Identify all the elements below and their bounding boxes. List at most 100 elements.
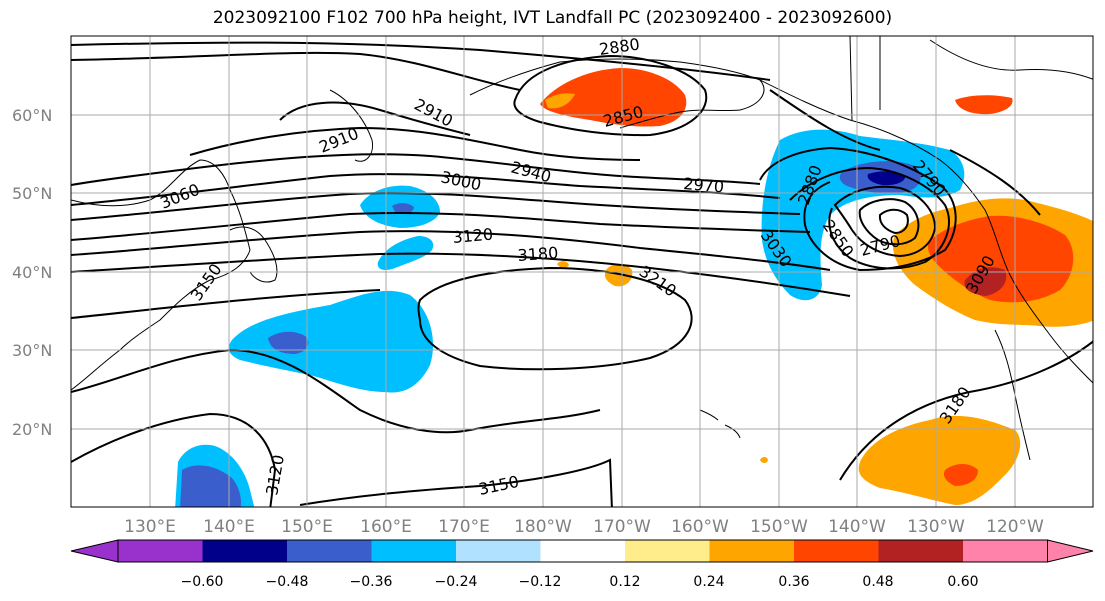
colorbar-tick-label: 0.36: [778, 574, 809, 590]
map-frame: [70, 35, 1094, 508]
colorbar-cell: [878, 540, 963, 562]
colorbar-cell: [371, 540, 456, 562]
contour-line: [789, 166, 950, 270]
contour-line: [769, 89, 881, 151]
lat-labels: 60°N 50°N 40°N 30°N 20°N: [12, 106, 52, 439]
colorbar-cell: [794, 540, 879, 562]
colorbar-tick-label: 0.24: [693, 574, 724, 590]
contour-line: [279, 101, 471, 136]
colorbar-cell: [709, 540, 794, 562]
contour-label: 2970: [683, 174, 725, 196]
contour-line: [417, 266, 693, 371]
lat-label: 40°N: [12, 263, 52, 282]
colorbar-cell: [287, 540, 372, 562]
colorbar-cell: [456, 540, 541, 562]
colorbar-tick-label: 0.60: [947, 574, 978, 590]
pos-region-bering-orange: [545, 93, 575, 109]
contour-line: [71, 412, 277, 507]
lon-label: 120°W: [986, 517, 1044, 537]
colorbar-tick-label: 0.12: [609, 574, 640, 590]
colorbar-tick-label: −0.60: [181, 574, 224, 590]
pos-region-mexico: [858, 415, 1021, 505]
coastline-north-america: [759, 79, 1093, 384]
contour-layer: [71, 41, 1093, 507]
contour-label: 3120: [452, 225, 494, 247]
contour-line: [71, 211, 811, 241]
lon-label: 130°E: [124, 517, 176, 537]
contour-line: [189, 126, 641, 161]
contour-label: 3210: [636, 262, 680, 301]
contour-label: 3150: [477, 472, 521, 499]
contour-line: [858, 198, 920, 246]
lon-label: 180°W: [514, 517, 572, 537]
pos-region-west-us-dark: [964, 267, 1007, 296]
coastline-layer: [71, 36, 1093, 461]
lon-label: 160°E: [360, 517, 412, 537]
lon-label: 170°W: [593, 517, 651, 537]
contour-line: [949, 149, 1041, 216]
neg-region-west-pacific-core: [268, 331, 309, 354]
colorbar-cell: [118, 540, 203, 562]
pos-region-mexico-core: [944, 464, 978, 486]
shading-layer: [175, 68, 1093, 507]
contour-label: 3180: [517, 243, 559, 265]
colorbar-tick-label: −0.12: [519, 574, 562, 590]
contour-line: [833, 185, 937, 258]
contour-line: [759, 146, 957, 272]
contour-line: [71, 348, 601, 434]
neg-region-gulf-alaska-dark: [867, 171, 906, 186]
coastline-asia: [71, 159, 251, 391]
lat-label: 60°N: [12, 106, 52, 125]
lat-label: 50°N: [12, 184, 52, 203]
colorbar-cell: [625, 540, 710, 562]
contour-line: [71, 153, 761, 186]
lon-label: 130°W: [907, 517, 965, 537]
colorbar-tick-label: −0.24: [435, 574, 478, 590]
contour-line: [71, 41, 771, 81]
contour-line: [71, 230, 831, 271]
coastline-canada: [849, 36, 1093, 121]
contour-line: [299, 458, 613, 507]
pos-region-west-us-core: [927, 215, 1074, 303]
lon-label: 170°E: [438, 517, 490, 537]
pos-region-dot1: [557, 261, 569, 268]
contour-line: [71, 252, 851, 297]
lon-label: 160°W: [671, 517, 729, 537]
colorbar-tick-label: −0.36: [350, 574, 393, 590]
contour-label: 3000: [439, 167, 483, 194]
contour-line: [71, 51, 521, 91]
lat-label: 30°N: [12, 341, 52, 360]
colorbar-tick-label: 0.48: [862, 574, 893, 590]
coastline-hawaii: [699, 409, 741, 439]
lon-label: 140°W: [828, 517, 886, 537]
contour-label: 3150: [187, 260, 226, 304]
lon-labels: 130°E 140°E 150°E 160°E 170°E 180°W 170°…: [124, 517, 1044, 537]
colorbar-cell-extend-low: [70, 539, 119, 563]
lon-label: 150°E: [281, 517, 333, 537]
contour-line: [878, 208, 909, 235]
contour-label: 3120: [262, 453, 288, 496]
colorbar-tick-label: −0.48: [266, 574, 309, 590]
contour-label: 2880: [598, 34, 641, 58]
pos-region-canada: [955, 95, 1013, 115]
colorbar: [70, 539, 1094, 563]
colorbar-cell: [202, 540, 287, 562]
lon-label: 140°E: [203, 517, 255, 537]
coastline-alaska: [469, 58, 765, 129]
pos-region-bering-core: [574, 88, 641, 115]
coastline-kamchatka: [329, 89, 374, 162]
contour-line: [71, 192, 801, 221]
neg-region-west-pacific: [228, 290, 434, 393]
map-title: 2023092100 F102 700 hPa height, IVT Land…: [212, 8, 893, 28]
pos-region-dot2: [760, 457, 768, 463]
contour-line: [839, 340, 1093, 481]
pos-region-hawaii-north: [604, 264, 633, 287]
contour-line: [71, 289, 381, 319]
coastline-japan: [229, 226, 278, 283]
colorbar-cell: [540, 540, 625, 562]
neg-region-japan-core: [392, 203, 414, 214]
colorbar-cell-extend-high: [1047, 539, 1094, 563]
colorbar-frame: [117, 539, 1048, 563]
colorbar-ticks: −0.60 −0.48 −0.36 −0.24 −0.12 0.12 0.24 …: [181, 574, 979, 590]
